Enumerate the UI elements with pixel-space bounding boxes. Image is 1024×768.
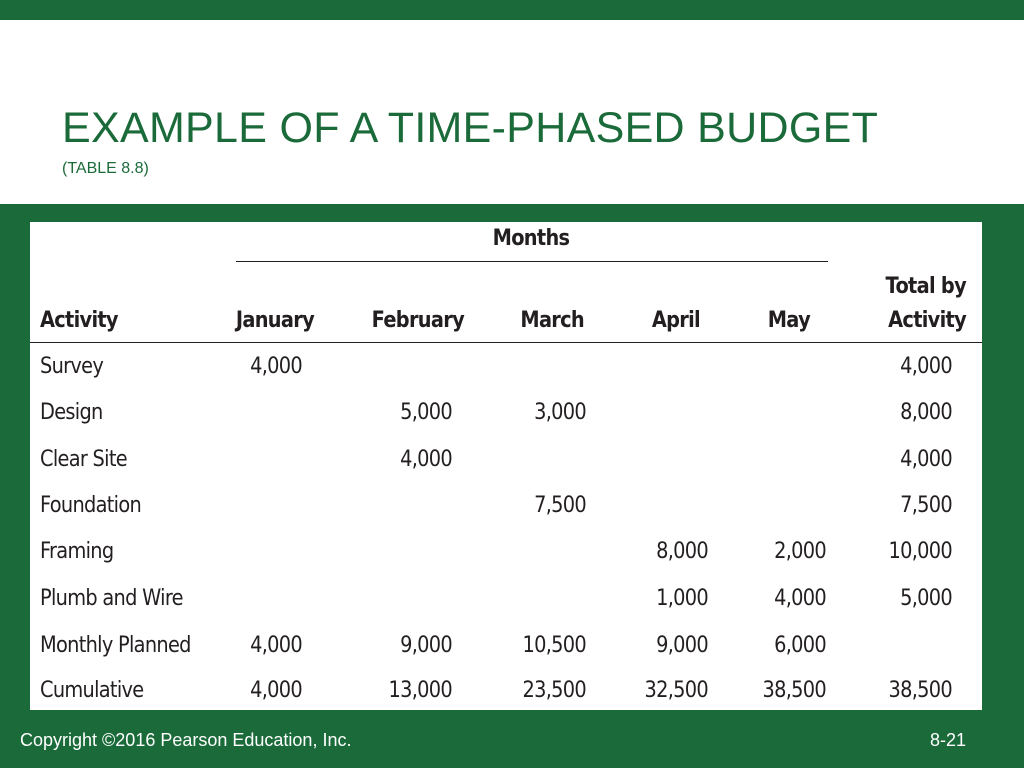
cell-february: 13,000 (388, 678, 452, 703)
cell-january: 4,000 (250, 354, 303, 379)
cell-may: 2,000 (774, 539, 827, 564)
page-number: 8-21 (930, 730, 967, 750)
cell-total: 8,000 (900, 400, 953, 425)
total-header-line2: Activity (888, 308, 967, 333)
cell-activity: Plumb and Wire (40, 586, 184, 611)
copyright-text: Copyright ©2016 Pearson Education, Inc. (20, 730, 352, 750)
slide-title: EXAMPLE OF A TIME-PHASED BUDGET (62, 104, 879, 152)
cell-total: 4,000 (900, 354, 953, 379)
column-header-february: February (371, 308, 465, 333)
cell-may: 4,000 (774, 586, 827, 611)
cell-activity: Foundation (40, 493, 142, 518)
cell-april: 8,000 (656, 539, 709, 564)
cell-april: 32,500 (644, 678, 708, 703)
cell-april: 1,000 (656, 586, 709, 611)
column-header-activity: Activity (40, 308, 119, 333)
cell-activity: Design (40, 400, 103, 425)
cell-february: 9,000 (400, 633, 453, 658)
cell-january: 4,000 (250, 633, 303, 658)
column-header-january: January (235, 308, 315, 333)
months-underline (236, 261, 828, 262)
months-group-header: Months (492, 226, 570, 251)
cell-total: 10,000 (888, 539, 952, 564)
total-header-line1: Total by (885, 274, 967, 299)
cell-total: 5,000 (900, 586, 953, 611)
cell-april: 9,000 (656, 633, 709, 658)
cell-total: 4,000 (900, 447, 953, 472)
header-rule (30, 342, 982, 343)
cell-activity: Cumulative (40, 678, 144, 703)
cell-january: 4,000 (250, 678, 303, 703)
cell-march: 3,000 (534, 400, 587, 425)
cell-total: 7,500 (900, 493, 953, 518)
cell-may: 38,500 (762, 678, 826, 703)
cell-february: 4,000 (400, 447, 453, 472)
column-header-april: April (651, 308, 701, 333)
cell-activity: Clear Site (40, 447, 128, 472)
column-header-may: May (767, 308, 811, 333)
cell-may: 6,000 (774, 633, 827, 658)
top-accent-bar (0, 0, 1024, 20)
cell-activity: Monthly Planned (40, 633, 191, 658)
cell-march: 7,500 (534, 493, 587, 518)
cell-activity: Survey (40, 354, 104, 379)
column-header-march: March (520, 308, 584, 333)
cell-march: 10,500 (522, 633, 586, 658)
title-panel: EXAMPLE OF A TIME-PHASED BUDGET (TABLE 8… (0, 20, 1024, 204)
cell-march: 23,500 (522, 678, 586, 703)
budget-table: Months Total by Activity Activity Januar… (30, 222, 982, 710)
cell-february: 5,000 (400, 400, 453, 425)
slide-subtitle: (TABLE 8.8) (62, 160, 149, 177)
cell-activity: Framing (40, 539, 114, 564)
cell-total: 38,500 (888, 678, 952, 703)
